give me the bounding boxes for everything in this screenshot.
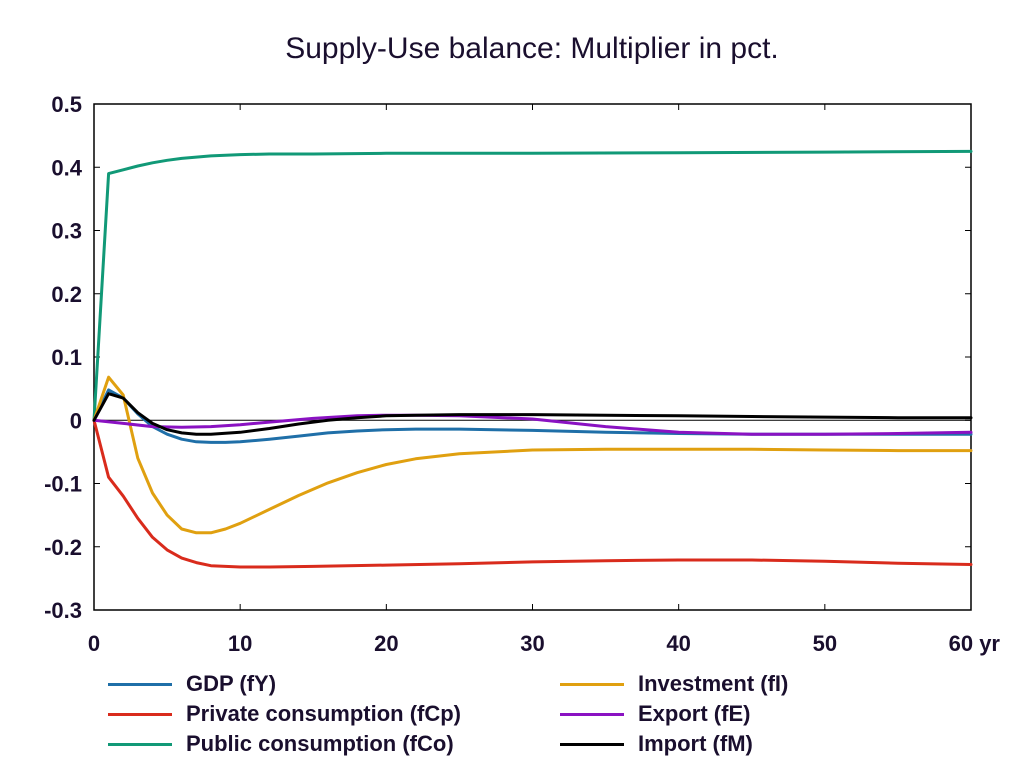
x-tick-label: 40 [666,631,690,656]
y-tick-label: 0.4 [51,155,82,180]
legend-swatch [560,712,624,716]
x-tick-label: 60 yr [949,631,1001,656]
plot-frame [93,103,972,611]
y-tick-label: -0.2 [44,535,82,560]
plot-axes: -0.3 -0.2 -0.1 0 0.1 0.2 0.3 0.4 0.5 0 10 20 30 40 50 6… [44,92,1000,656]
series-line-public-consumption-fco [92,149,973,422]
series-line-investment-fi [92,375,973,535]
legend-item-private-consumption-fcp: Private consumption (fCp) [108,700,461,728]
legend-swatch [108,682,172,686]
x-tick-label: 30 [520,631,544,656]
y-tick-label: 0.1 [51,345,82,370]
x-tick-label: 10 [228,631,252,656]
legend-label: Private consumption (fCp) [186,701,462,726]
x-tick-label: 20 [374,631,398,656]
series-line-private-consumption-fcp [92,418,973,569]
legend-item-gdp-fy: GDP (fY) [108,670,276,698]
y-tick-label: 0.5 [51,92,82,117]
legend-label: Investment (fI) [638,671,789,696]
x-tick-label: 0 [88,631,100,656]
legend-item-import-fm: Import (fM) [560,730,753,758]
x-tick-label: 50 [813,631,837,656]
chart-title: Supply-Use balance: Multiplier in pct. [285,32,779,65]
series-layer [92,149,973,569]
legend-label: Import (fM) [638,731,753,756]
legend-label: GDP (fY) [186,671,277,696]
legend-swatch [108,742,172,746]
legend-swatch [560,682,624,686]
y-tick-label: 0 [70,408,82,433]
legend-item-public-consumption-fco: Public consumption (fCo) [108,730,454,758]
series-line-import-fm [92,392,973,436]
legend-swatch [108,712,172,716]
legend: GDP (fY) Private consumption (fCp) Public … [0,668,1024,768]
legend-label: Export (fE) [638,701,751,726]
y-tick-label: -0.1 [44,472,82,497]
legend-label: Public consumption (fCo) [186,731,454,756]
y-tick-label: 0.2 [51,282,82,307]
legend-swatch [560,742,624,746]
legend-item-export-fe: Export (fE) [560,700,750,728]
y-tick-label: -0.3 [44,598,82,623]
legend-item-investment-fi: Investment (fI) [560,670,788,698]
y-tick-label: 0.3 [51,219,82,244]
